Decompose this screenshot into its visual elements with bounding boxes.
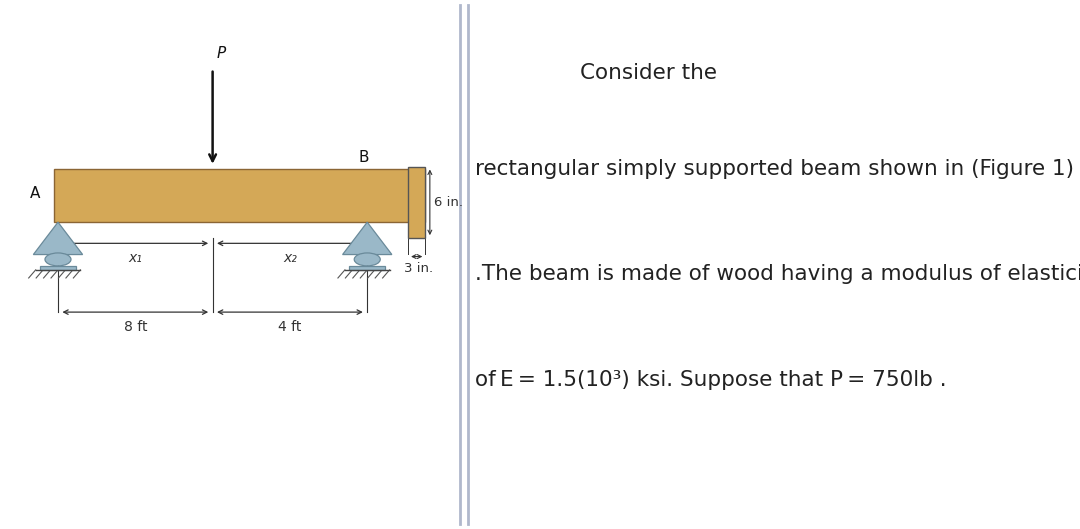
Text: 6 in.: 6 in. [434, 196, 463, 209]
Ellipse shape [45, 253, 71, 266]
Text: P: P [216, 46, 226, 61]
Text: A: A [30, 186, 40, 200]
Bar [349, 266, 386, 270]
Text: x₁: x₁ [129, 251, 143, 265]
Bar [40, 266, 76, 270]
Text: .The beam is made of wood having a modulus of elasticity: .The beam is made of wood having a modul… [475, 264, 1080, 285]
Text: Consider the: Consider the [580, 63, 717, 84]
Bar [408, 167, 426, 238]
Polygon shape [33, 222, 83, 254]
Text: B: B [359, 150, 368, 165]
Bar [54, 169, 426, 222]
Polygon shape [342, 222, 392, 254]
Ellipse shape [354, 253, 380, 266]
Text: 4 ft: 4 ft [279, 320, 301, 334]
Text: of E = 1.5(10³) ksi. Suppose that P = 750lb .: of E = 1.5(10³) ksi. Suppose that P = 75… [475, 370, 947, 390]
Text: x₂: x₂ [283, 251, 297, 265]
Text: 3 in.: 3 in. [404, 262, 433, 275]
Text: 8 ft: 8 ft [123, 320, 147, 334]
Text: rectangular simply supported beam shown in (Figure 1): rectangular simply supported beam shown … [475, 159, 1075, 179]
